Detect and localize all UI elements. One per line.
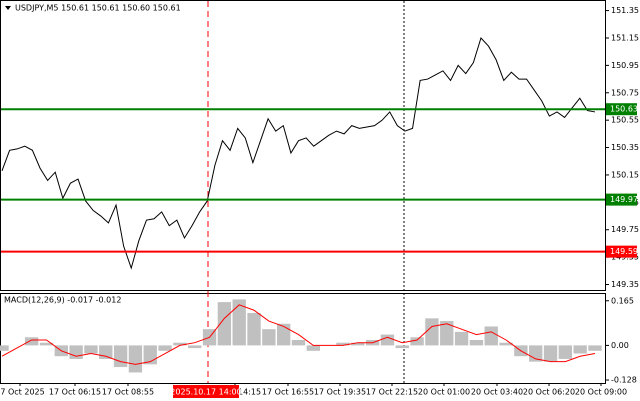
macd-panel xyxy=(0,293,606,384)
macd-title: MACD(12,26,9) -0.017 -0.012 xyxy=(4,296,121,305)
y-tick-label: 149.35 xyxy=(611,280,639,289)
level-label: 150.63 xyxy=(610,105,638,114)
macd-bar xyxy=(395,345,409,349)
x-tick-label: 17 Oct 22:15 xyxy=(366,388,418,397)
macd-bar xyxy=(425,318,439,346)
macd-bar xyxy=(336,342,350,346)
macd-bar xyxy=(24,337,39,346)
chart-title: USDJPY,M5 150.61 150.61 150.60 150.61 xyxy=(15,4,181,13)
macd-bar xyxy=(454,331,469,346)
macd-bar xyxy=(188,345,202,349)
signal-line xyxy=(1,304,596,365)
x-tick-label: 20 Oct 01:00 xyxy=(418,388,470,397)
macd-bar xyxy=(69,345,83,359)
macd-bar xyxy=(0,345,9,351)
x-tick-label: 20 Oct 03:40 xyxy=(471,388,523,397)
menu-triangle xyxy=(5,6,11,10)
y-tick-label: 150.95 xyxy=(611,61,639,70)
level-tag xyxy=(606,193,637,206)
macd-bar xyxy=(499,342,513,346)
y-tick-label: 149.75 xyxy=(611,225,639,234)
macd-bar xyxy=(440,321,454,346)
macd-bar xyxy=(351,342,365,346)
macd-bar xyxy=(469,339,484,346)
macd-bar xyxy=(173,342,187,346)
macd-bar xyxy=(113,345,128,368)
macd-bar xyxy=(217,302,232,346)
x-tick-label: 17 Oct 06:15 xyxy=(49,388,101,397)
y-tick-label: -0.128 xyxy=(611,376,637,385)
y-tick-label: 150.55 xyxy=(611,116,639,125)
x-tick-label: 17 Oct 2025 xyxy=(0,388,45,397)
macd-bar xyxy=(84,345,98,354)
cursor-label: 2025.10.17 14:00 xyxy=(170,388,241,397)
macd-bar xyxy=(410,337,424,346)
macd-bar xyxy=(543,345,558,362)
macd-bar xyxy=(128,345,143,373)
main-panel xyxy=(0,0,606,291)
macd-bar xyxy=(247,312,261,346)
x-tick-label: 17 Oct 16:55 xyxy=(262,388,314,397)
x-tick-label: 20 Oct 09:00 xyxy=(575,388,627,397)
macd-bar xyxy=(99,345,113,359)
x-tick-label: 17 Oct 19:35 xyxy=(314,388,366,397)
y-tick-label: 150.75 xyxy=(611,88,639,97)
macd-bar xyxy=(158,345,172,351)
y-tick-label: 0.165 xyxy=(611,296,634,305)
macd-bar xyxy=(262,329,276,346)
macd-bar xyxy=(232,299,246,346)
macd-bar xyxy=(306,345,320,351)
macd-bar xyxy=(558,345,573,359)
macd-bar xyxy=(39,342,54,346)
y-tick-label: 151.15 xyxy=(611,33,639,42)
y-tick-label: 150.35 xyxy=(611,143,639,152)
macd-bar xyxy=(573,345,587,354)
y-tick-label: 150.15 xyxy=(611,170,639,179)
x-tick-label: 20 Oct 06:20 xyxy=(523,388,575,397)
level-label: 149.97 xyxy=(610,195,638,204)
y-tick-label: 151.35 xyxy=(611,6,639,15)
macd-bar xyxy=(277,323,291,346)
x-tick-label: 17 Oct 08:55 xyxy=(102,388,154,397)
level-tag xyxy=(606,245,637,258)
macd-bar xyxy=(380,334,395,346)
macd-bar xyxy=(291,339,306,346)
level-tag xyxy=(606,103,637,116)
price-line xyxy=(1,37,596,270)
level-label: 149.59 xyxy=(610,247,638,256)
cursor-tag xyxy=(173,385,239,398)
y-tick-label: 0.00 xyxy=(611,341,629,350)
macd-bar xyxy=(588,345,602,351)
macd-bar xyxy=(484,326,498,346)
